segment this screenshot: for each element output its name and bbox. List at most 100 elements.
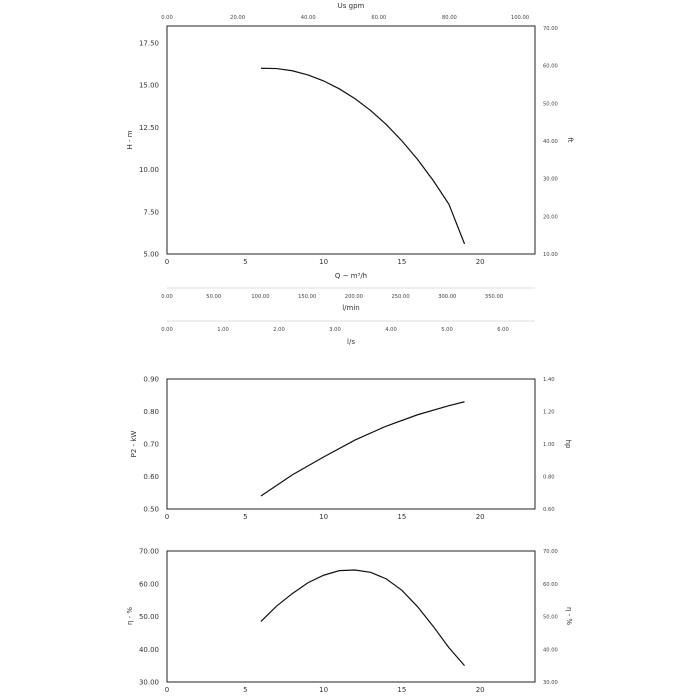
lmin-tick-label: 100.00 [251,294,269,300]
power-right-axis-label: hp [564,440,572,449]
power-y-tick-label: 0.80 [143,408,159,416]
eff-x-tick-label: 0 [165,686,169,694]
eff-right-tick-label: 30.00 [543,680,558,686]
ls-tick-label: 5.00 [441,327,453,333]
ls-scale-label: l/s [347,338,355,346]
power-x-tick-label: 0 [165,513,169,521]
head-y-tick-label: 17.50 [139,39,159,47]
eff-x-tick-label: 10 [319,686,328,694]
ls-tick-label: 6.00 [497,327,509,333]
head-right-tick-label: 30.00 [543,177,558,183]
lmin-tick-label: 250.00 [391,294,409,300]
head-right-ticks: 10.00 20.00 30.00 40.00 50.00 60.00 70.00 [543,26,558,258]
lmin-scale: 0.00 50.00 100.00 150.00 200.00 250.00 300.00 3… [161,287,535,312]
ls-tick-label: 0.00 [161,327,173,333]
eff-right-tick-label: 70.00 [543,549,558,555]
lmin-tick-label: 350.00 [485,294,503,300]
eff-y-tick-label: 50.00 [139,613,159,621]
power-curve [260,401,465,497]
power-left-ticks: 0.50 0.60 0.70 0.80 0.90 [143,376,159,514]
eff-x-tick-label: 5 [243,686,247,694]
head-top-tick-label: 0.00 [161,15,173,21]
head-y-axis-label: H - m [126,130,134,149]
ls-ticks: 0.00 1.00 2.00 3.00 4.00 5.00 6.00 [161,327,509,333]
head-curve [260,67,466,245]
head-right-tick-label: 10.00 [543,252,558,258]
head-y-tick-label: 12.50 [139,124,159,132]
efficiency-bottom-ticks: 0 5 10 15 20 [165,686,485,694]
power-bottom-ticks: 0 5 10 15 20 [165,513,485,521]
efficiency-chart: 30.00 40.00 50.00 60.00 70.00 30.00 40.00 50.0… [126,548,573,695]
head-x-tick-label: 20 [476,258,485,266]
power-y-axis-label: P2 - kW [130,431,138,458]
head-left-ticks: 5.00 7.50 10.00 12.50 15.00 17.50 [139,39,159,258]
efficiency-y-axis-label: η - % [126,607,134,625]
power-right-tick-label: 1.40 [543,377,555,383]
ls-tick-label: 2.00 [273,327,285,333]
head-chart-frame [166,25,536,255]
head-top-tick-label: 20.00 [230,15,245,21]
head-right-tick-label: 60.00 [543,64,558,70]
head-top-axis-label: Us gpm [338,2,365,10]
efficiency-chart-frame [166,550,536,683]
efficiency-right-ticks: 30.00 40.00 50.00 60.00 70.00 [543,549,558,686]
ls-tick-label: 4.00 [385,327,397,333]
power-x-tick-label: 10 [319,513,328,521]
head-bottom-ticks: 0 5 10 15 20 [165,258,485,266]
head-y-tick-label: 5.00 [143,251,159,259]
lmin-tick-label: 50.00 [206,294,221,300]
power-right-tick-label: 0.60 [543,507,555,513]
eff-right-tick-label: 50.00 [543,615,558,621]
head-top-tick-label: 60.00 [371,15,386,21]
head-x-tick-label: 5 [243,258,247,266]
power-right-tick-label: 1.20 [543,410,555,416]
power-y-tick-label: 0.50 [143,506,159,514]
power-chart-frame [166,378,536,510]
head-chart: Us gpm 0.00 20.00 40.00 60.00 80.00 100.00 5.… [126,2,574,280]
eff-y-tick-label: 40.00 [139,646,159,654]
power-chart: 0.50 0.60 0.70 0.80 0.90 0.60 0.80 1.00 1.20 1.4… [130,376,572,522]
head-x-tick-label: 10 [319,258,328,266]
efficiency-curve [260,569,465,667]
head-x-axis-label: Q ~ m³/h [335,272,367,280]
power-x-tick-label: 20 [476,513,485,521]
head-y-tick-label: 15.00 [139,82,159,90]
efficiency-left-ticks: 30.00 40.00 50.00 60.00 70.00 [139,548,159,687]
power-y-tick-label: 0.70 [143,441,159,449]
efficiency-right-axis-label: η - % [565,607,573,625]
head-top-tick-label: 80.00 [442,15,457,21]
head-right-tick-label: 70.00 [543,26,558,32]
head-x-tick-label: 0 [165,258,169,266]
head-right-tick-label: 20.00 [543,214,558,220]
eff-x-tick-label: 15 [397,686,406,694]
eff-y-tick-label: 30.00 [139,679,159,687]
head-y-tick-label: 10.00 [139,166,159,174]
head-right-tick-label: 40.00 [543,139,558,145]
lmin-scale-label: l/min [342,304,360,312]
lmin-tick-label: 0.00 [161,294,173,300]
power-right-ticks: 0.60 0.80 1.00 1.20 1.40 [543,377,555,513]
power-x-tick-label: 5 [243,513,247,521]
ls-scale: 0.00 1.00 2.00 3.00 4.00 5.00 6.00 l/s [161,320,535,346]
lmin-tick-label: 150.00 [298,294,316,300]
eff-y-tick-label: 60.00 [139,580,159,588]
eff-right-tick-label: 60.00 [543,582,558,588]
lmin-tick-label: 200.00 [345,294,363,300]
head-y-tick-label: 7.50 [143,208,159,216]
lmin-tick-label: 300.00 [438,294,456,300]
ls-tick-label: 1.00 [217,327,229,333]
power-y-tick-label: 0.60 [143,473,159,481]
ls-tick-label: 3.00 [329,327,341,333]
power-x-tick-label: 15 [397,513,406,521]
head-right-axis-label: ft [566,137,574,142]
power-right-tick-label: 1.00 [543,442,555,448]
eff-right-tick-label: 40.00 [543,647,558,653]
head-top-ticks: 0.00 20.00 40.00 60.00 80.00 100.00 [161,15,529,21]
power-right-tick-label: 0.80 [543,475,555,481]
head-top-tick-label: 100.00 [511,15,529,21]
lmin-ticks: 0.00 50.00 100.00 150.00 200.00 250.00 300.00 3… [161,294,503,300]
head-top-tick-label: 40.00 [301,15,316,21]
head-right-tick-label: 50.00 [543,101,558,107]
eff-y-tick-label: 70.00 [139,548,159,556]
